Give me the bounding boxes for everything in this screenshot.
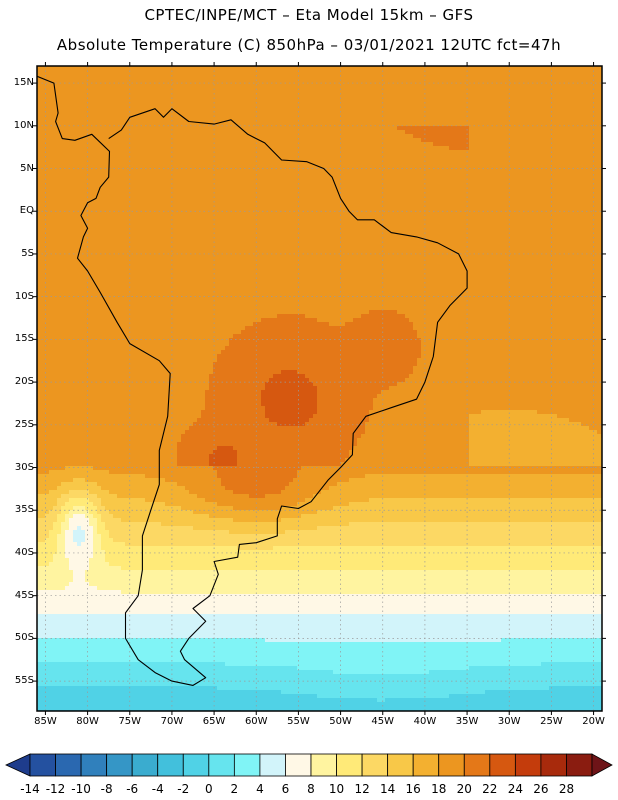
- lon-label: 70W: [152, 716, 192, 727]
- lon-label: 40W: [405, 716, 445, 727]
- lat-label: 25S: [4, 419, 34, 430]
- colorbar-swatch: [55, 753, 82, 777]
- colorbar-swatch: [489, 753, 516, 777]
- colorbar-label: 10: [322, 782, 352, 796]
- colorbar-label: 20: [449, 782, 479, 796]
- lat-label: 10S: [4, 291, 34, 302]
- colorbar-max-arrow: [591, 753, 613, 777]
- lon-label: 30W: [489, 716, 529, 727]
- colorbar-label: -4: [143, 782, 173, 796]
- lon-label: 25W: [531, 716, 571, 727]
- colorbar-label: 0: [194, 782, 224, 796]
- colorbar-label: 8: [296, 782, 326, 796]
- colorbar-label: -14: [15, 782, 45, 796]
- lat-label: 55S: [4, 676, 34, 686]
- colorbar-swatch: [80, 753, 108, 777]
- lat-label: 30S: [4, 462, 34, 473]
- colorbar-label: 4: [245, 782, 275, 796]
- colorbar-label: 12: [347, 782, 377, 796]
- colorbar-swatch: [463, 753, 491, 777]
- lat-label: 10N: [4, 120, 34, 131]
- coastline: [37, 75, 468, 686]
- colorbar-swatch: [438, 753, 465, 777]
- lat-label: 15S: [4, 334, 34, 344]
- colorbar-swatch: [285, 753, 312, 777]
- colorbar-label: -10: [66, 782, 96, 796]
- colorbar-swatch: [131, 753, 159, 777]
- colorbar-label: -8: [92, 782, 122, 796]
- colorbar-swatch: [29, 753, 56, 777]
- lon-label: 50W: [321, 716, 361, 727]
- lat-label: 15N: [4, 78, 34, 88]
- south-america-outline: [37, 75, 468, 686]
- colorbar-swatch: [182, 753, 210, 777]
- lon-label: 60W: [236, 716, 276, 727]
- lon-label: 75W: [110, 716, 150, 727]
- lat-label: EQ: [4, 206, 34, 216]
- colorbar-label: 2: [219, 782, 249, 796]
- colorbar-swatch: [514, 753, 542, 777]
- colorbar: [5, 753, 613, 777]
- colorbar-label: 16: [398, 782, 428, 796]
- lat-label: 45S: [4, 590, 34, 601]
- colorbar-label: -12: [41, 782, 71, 796]
- lat-label: 40S: [4, 547, 34, 558]
- axis-ticks: [33, 62, 606, 715]
- colorbar-label: 22: [475, 782, 505, 796]
- colorbar-label: 18: [424, 782, 454, 796]
- colorbar-label: -2: [168, 782, 198, 796]
- colorbar-swatch: [233, 753, 261, 777]
- lon-label: 80W: [68, 716, 108, 727]
- colorbar-label: 26: [526, 782, 556, 796]
- colorbar-swatch: [208, 753, 235, 777]
- lat-label: 50S: [4, 633, 34, 643]
- lon-label: 65W: [194, 716, 234, 727]
- lat-label: 35S: [4, 505, 34, 515]
- colorbar-swatch: [157, 753, 184, 777]
- colorbar-label: 28: [551, 782, 581, 796]
- lon-label: 35W: [447, 716, 487, 727]
- lon-label: 20W: [574, 716, 614, 727]
- colorbar-label: 14: [373, 782, 403, 796]
- colorbar-label: -6: [117, 782, 147, 796]
- colorbar-swatch: [387, 753, 414, 777]
- map-frame: [36, 65, 603, 712]
- colorbar-swatch: [361, 753, 389, 777]
- title-variable: Absolute Temperature (C) 850hPa – 03/01/…: [0, 36, 618, 54]
- colorbar-label: 24: [500, 782, 530, 796]
- colorbar-min-arrow: [5, 753, 31, 777]
- colorbar-swatch: [106, 753, 133, 777]
- colorbar-swatch: [540, 753, 567, 777]
- colorbar-swatch: [412, 753, 440, 777]
- colorbar-label: 6: [270, 782, 300, 796]
- lon-label: 55W: [278, 716, 318, 727]
- colorbar-swatch: [336, 753, 363, 777]
- lon-label: 85W: [25, 716, 65, 727]
- colorbar-swatch: [566, 753, 593, 777]
- lat-label: 5S: [4, 248, 34, 259]
- temperature-field: [37, 66, 602, 711]
- colorbar-swatch: [310, 753, 337, 777]
- colorbar-swatch: [259, 753, 286, 777]
- lon-label: 45W: [363, 716, 403, 727]
- lat-label: 5N: [4, 163, 34, 174]
- lat-label: 20S: [4, 377, 34, 387]
- title-model: CPTEC/INPE/MCT – Eta Model 15km – GFS: [0, 6, 618, 24]
